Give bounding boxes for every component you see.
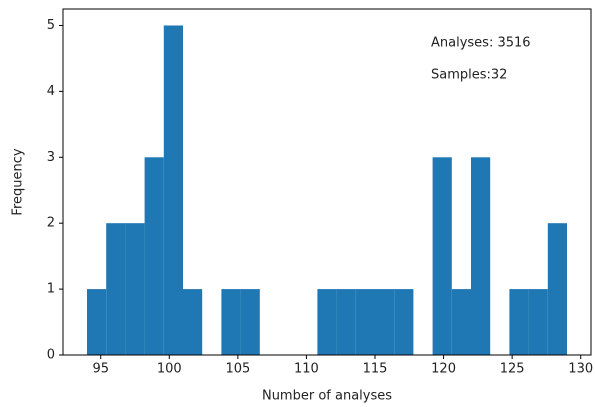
y-tick-label: 0	[47, 348, 55, 363]
bar	[183, 289, 203, 355]
y-tick-label: 2	[47, 216, 55, 231]
bar	[355, 289, 375, 355]
bar	[471, 157, 491, 355]
x-tick-label: 130	[568, 362, 593, 377]
bar	[375, 289, 395, 355]
x-tick-label: 115	[363, 362, 388, 377]
x-axis-label: Number of analyses	[262, 389, 392, 404]
x-tick-label: 95	[92, 362, 109, 377]
y-axis-label: Frequency	[11, 148, 26, 215]
y-tick-label: 1	[47, 282, 55, 297]
bar	[509, 289, 529, 355]
bar	[221, 289, 241, 355]
y-tick-label: 4	[47, 84, 55, 99]
bar	[240, 289, 260, 355]
bar	[106, 223, 126, 355]
y-tick-label: 3	[47, 150, 55, 165]
annotation: Samples:32	[431, 68, 507, 83]
x-tick-label: 120	[431, 362, 456, 377]
bar	[528, 289, 548, 355]
axes-frame	[62, 8, 592, 356]
bar	[394, 289, 414, 355]
bar	[125, 223, 145, 355]
bar	[163, 25, 183, 355]
bar	[336, 289, 356, 355]
bar	[451, 289, 471, 355]
bar	[317, 289, 337, 355]
x-tick-label: 105	[225, 362, 250, 377]
annotation: Analyses: 3516	[431, 36, 531, 51]
bar	[87, 289, 107, 355]
x-tick-label: 125	[500, 362, 525, 377]
bar	[547, 223, 567, 355]
bar	[432, 157, 452, 355]
x-tick-label: 110	[294, 362, 319, 377]
y-tick-label: 5	[47, 18, 55, 33]
bar	[144, 157, 164, 355]
x-tick-label: 100	[157, 362, 182, 377]
